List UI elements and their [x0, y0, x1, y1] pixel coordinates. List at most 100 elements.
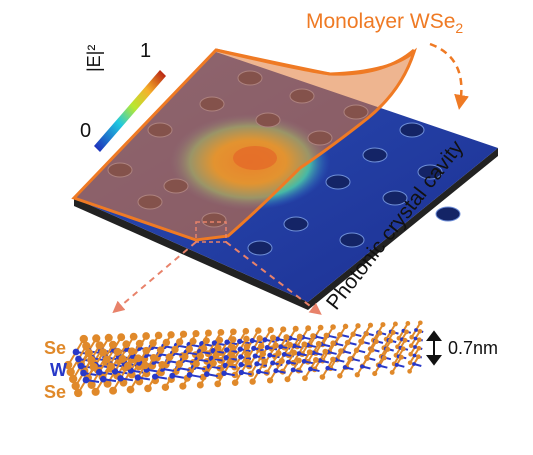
selenium-atom — [122, 340, 131, 349]
selenium-atom — [402, 337, 408, 343]
tungsten-atom — [414, 328, 418, 332]
selenium-atom — [367, 322, 374, 328]
selenium-atom — [196, 381, 204, 389]
selenium-atom — [295, 357, 302, 364]
selenium-atom — [330, 324, 336, 330]
selenium-atom — [66, 367, 75, 377]
selenium-atom — [418, 320, 423, 326]
tungsten-atom — [394, 362, 399, 367]
selenium-atom — [389, 370, 395, 375]
selenium-atom — [142, 346, 151, 355]
tungsten-atom — [413, 345, 417, 349]
tungsten-atom — [412, 362, 416, 366]
tungsten-atom — [254, 361, 260, 367]
selenium-atom — [255, 327, 262, 334]
selenium-atom — [149, 353, 158, 362]
selenium-atom — [69, 374, 78, 384]
selenium-atom — [134, 354, 142, 363]
tungsten-atom — [317, 358, 323, 363]
selenium-atom — [323, 332, 330, 339]
tungsten-atom — [273, 368, 279, 374]
selenium-atom — [126, 385, 135, 394]
selenium-atom — [354, 372, 360, 378]
selenium-atom — [167, 331, 175, 339]
selenium-atom — [243, 335, 250, 343]
tungsten-atom — [151, 373, 159, 380]
tungsten-atom — [238, 361, 244, 368]
selenium-atom — [176, 338, 184, 346]
tungsten-atom — [360, 364, 365, 369]
tungsten-atom — [270, 360, 276, 366]
tungsten-atom — [82, 376, 90, 384]
tungsten-atom — [72, 348, 80, 356]
selenium-atom — [142, 332, 150, 340]
tungsten-atom — [252, 353, 258, 359]
tungsten-atom — [224, 339, 230, 345]
selenium-atom — [189, 337, 197, 345]
selenium-atom — [280, 326, 287, 333]
colorbar-max-label: 1 — [140, 40, 152, 62]
selenium-atom — [154, 331, 163, 340]
selenium-atom — [103, 379, 112, 388]
selenium-atom — [342, 323, 349, 330]
tungsten-atom — [278, 344, 284, 350]
tungsten-atom — [285, 359, 291, 365]
selenium-atom — [118, 354, 127, 363]
selenium-atom — [286, 341, 294, 348]
selenium-atom — [192, 360, 200, 368]
selenium-atom — [102, 355, 111, 364]
selenium-atom — [92, 334, 101, 343]
tungsten-atom — [308, 366, 313, 372]
selenium-atom — [156, 346, 165, 354]
selenium-atom — [175, 360, 183, 368]
selenium-atom — [144, 384, 152, 393]
atomic-lattice — [64, 320, 424, 398]
selenium-atom — [181, 353, 189, 361]
monolayer-sheet-edge — [215, 48, 415, 76]
selenium-atom — [135, 339, 144, 348]
selenium-atom — [129, 332, 138, 341]
selenium-atom — [385, 346, 391, 352]
selenium-atom — [99, 348, 108, 357]
selenium-atom — [171, 345, 179, 354]
tungsten-atom — [134, 374, 141, 381]
tungsten-atom — [377, 363, 382, 368]
selenium-atom — [364, 355, 370, 361]
selenium-atom — [244, 358, 251, 366]
selenium-atom — [258, 342, 265, 350]
tungsten-atom — [325, 365, 330, 371]
tungsten-atom — [186, 372, 193, 378]
selenium-atom — [231, 379, 239, 387]
selenium-atom — [390, 329, 396, 335]
tungsten-atom — [211, 340, 218, 346]
selenium-atom — [306, 349, 313, 356]
selenium-atom — [79, 334, 88, 344]
selenium-atom — [305, 325, 312, 332]
selenium-atom — [408, 351, 413, 357]
selenium-atom — [71, 381, 80, 391]
zoom-leader-left — [112, 241, 197, 314]
selenium-atom — [95, 341, 104, 350]
selenium-atom — [161, 383, 170, 391]
selenium-atom — [231, 371, 239, 379]
selenium-atom — [416, 354, 421, 360]
tungsten-atom — [80, 369, 87, 377]
colorbar-min-label: 0 — [80, 120, 92, 142]
tungsten-atom — [95, 368, 103, 376]
selenium-atom — [319, 374, 326, 380]
tungsten-atom — [264, 344, 270, 351]
selenium-atom — [87, 380, 96, 389]
selenium-atom — [337, 332, 343, 338]
selenium-atom — [261, 358, 268, 365]
selenium-atom — [106, 362, 115, 371]
selenium-atom — [292, 325, 299, 332]
tungsten-atom — [169, 372, 176, 379]
selenium-atom — [82, 341, 91, 351]
tungsten-atom — [224, 347, 230, 353]
selenium-atom — [283, 334, 290, 341]
selenium-atom — [310, 333, 317, 339]
selenium-atom — [185, 345, 194, 353]
selenium-atom — [322, 348, 329, 355]
selenium-atom — [214, 344, 222, 352]
